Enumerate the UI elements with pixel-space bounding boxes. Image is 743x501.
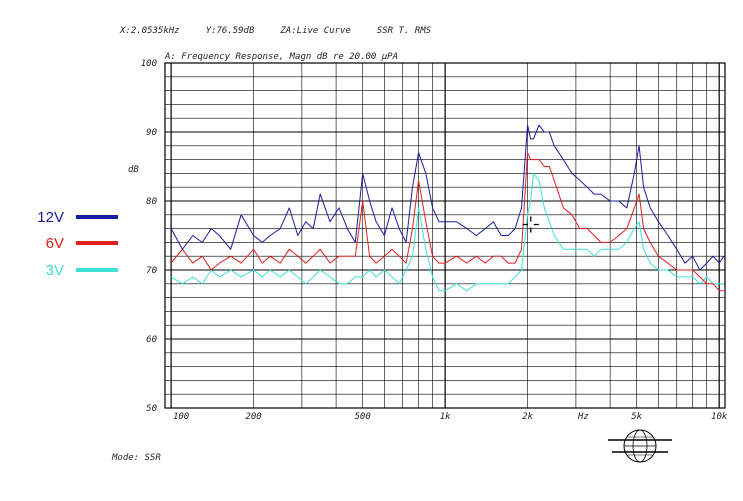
legend-label-3v: 3V: [45, 261, 64, 279]
series-line-3v: [170, 172, 724, 292]
y-tick-label: 50: [146, 404, 157, 414]
y-axis-label: dB: [128, 165, 139, 175]
y-tick-label: 70: [146, 266, 157, 276]
curve-mode-readout: ZA:Live Curve: [280, 26, 351, 36]
detector-readout: SSR T. RMS: [376, 26, 432, 36]
legend-swatch-3v: [76, 268, 118, 272]
plot-frame: [164, 62, 726, 409]
cursor-y-readout: Y:76.59dB: [205, 26, 255, 36]
legend-swatch-6v: [76, 241, 118, 245]
legend-label-12v: 12V: [37, 208, 64, 226]
x-tick-label: 10k: [711, 412, 728, 422]
x-tick-label: 2k: [522, 412, 533, 422]
cursor-x-readout: X:2.0535kHz: [120, 26, 180, 36]
y-tick-label: 100: [141, 59, 157, 69]
x-tick-label: 500: [355, 412, 371, 422]
y-tick-label: 80: [146, 197, 157, 207]
x-tick-label: 1k: [440, 412, 451, 422]
x-tick-label: 5k: [631, 412, 642, 422]
series-line-6v: [170, 152, 724, 292]
series-line-12v: [170, 124, 725, 271]
x-tick-label: 200: [245, 412, 261, 422]
chart-title: A: Frequency Response, Magn dB re 20.00 …: [165, 52, 398, 62]
x-axis-unit: Hz: [577, 412, 589, 422]
legend-item-12v: 12V: [18, 208, 118, 226]
x-tick-label: 100: [173, 412, 189, 422]
legend-label-6v: 6V: [45, 234, 64, 252]
legend-swatch-12v: [76, 215, 118, 219]
bruel-kjaer-logo: [608, 429, 672, 463]
cursor-readout: X:2.0535kHz Y:76.59dB ZA:Live Curve SSR T. …: [120, 26, 457, 36]
mode-label: Mode: SSR: [112, 453, 161, 463]
legend-item-3v: 3V: [18, 261, 118, 279]
legend-item-6v: 6V: [18, 234, 118, 252]
y-tick-label: 90: [146, 128, 157, 138]
y-tick-label: 60: [146, 335, 157, 345]
